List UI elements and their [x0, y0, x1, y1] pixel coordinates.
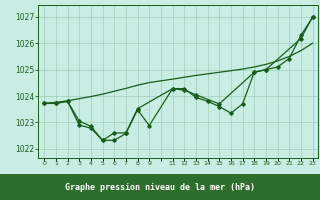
- Text: Graphe pression niveau de la mer (hPa): Graphe pression niveau de la mer (hPa): [65, 182, 255, 192]
